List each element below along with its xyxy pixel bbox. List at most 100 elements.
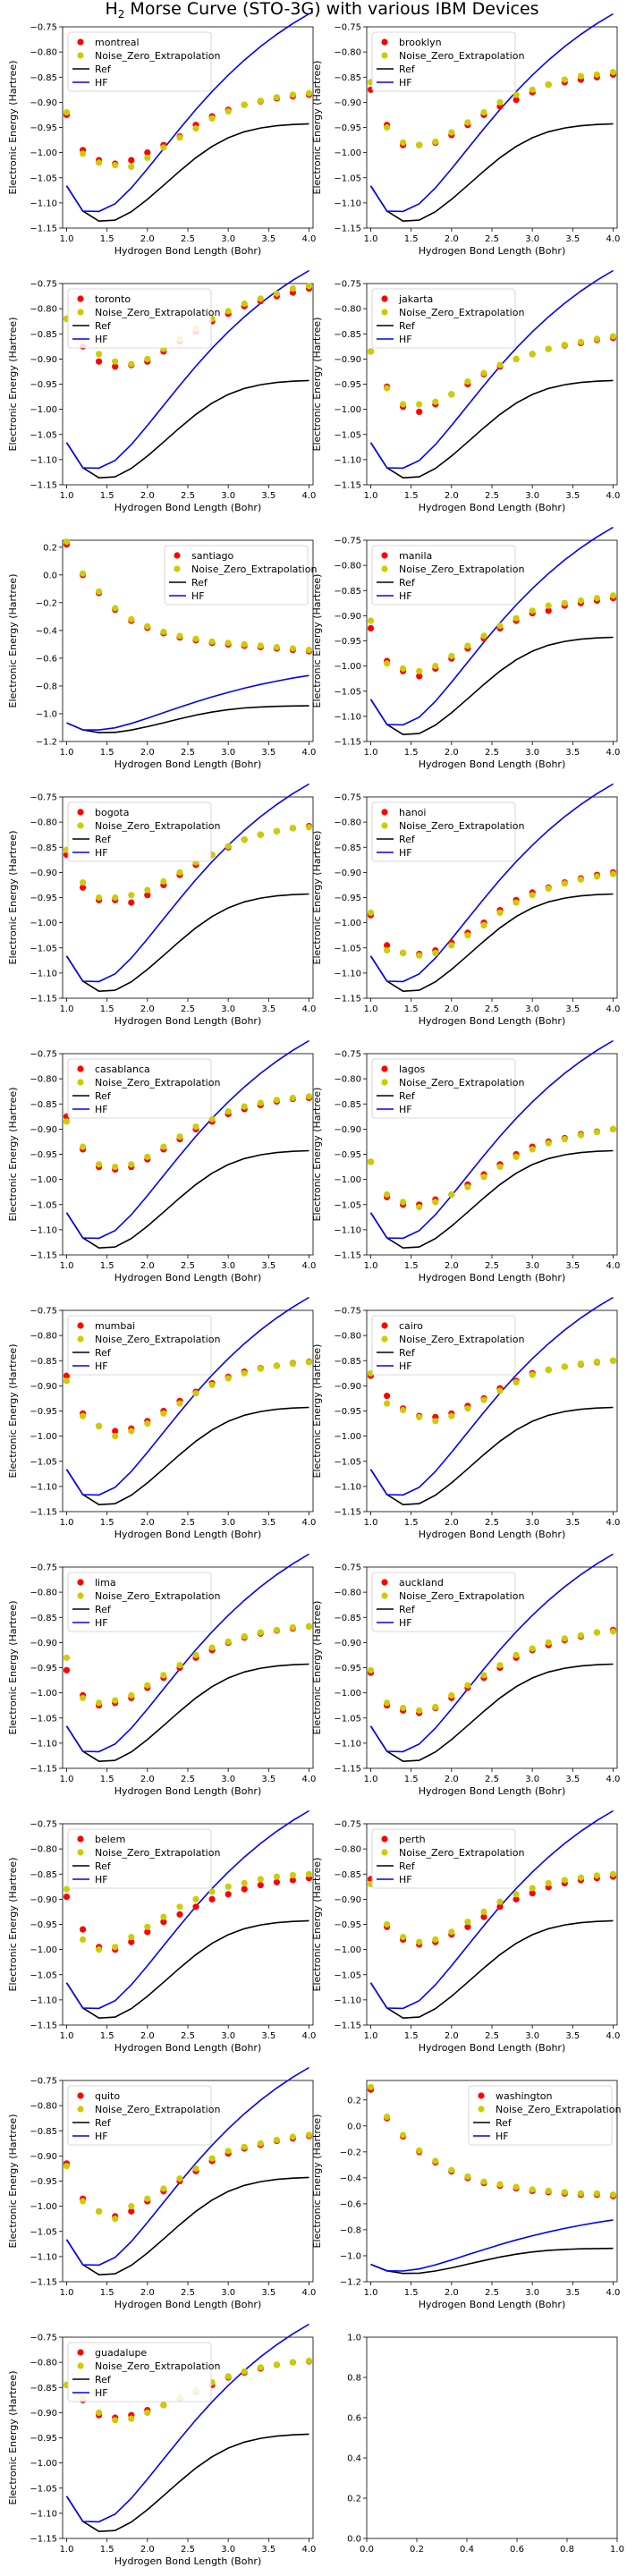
zne-point (225, 1375, 232, 1382)
y-axis-label: Electronic Energy (Hartree) (311, 318, 323, 452)
zne-point (241, 1633, 248, 1640)
device-point (80, 1926, 87, 1933)
subplot-toronto: 1.0 1.5 2.0 2.5 3.0 3.5 4.0 −1.15 −1.10 −1.05 −1.0… (7, 269, 316, 513)
zne-point (128, 2203, 135, 2210)
legend-marker (381, 38, 388, 46)
y-tick-label: 0.8 (347, 2374, 361, 2384)
x-tick-label: 3.5 (261, 748, 275, 758)
zne-point (128, 892, 135, 899)
zne-point (400, 1406, 407, 1413)
x-tick-label: 0.4 (460, 2545, 474, 2555)
zne-point (241, 300, 248, 308)
zne-point (561, 1635, 568, 1642)
y-tick-label: −0.95 (334, 1150, 361, 1160)
legend-label: Noise_Zero_Extrapolation (95, 307, 220, 318)
y-tick-label: −0.8 (340, 2225, 361, 2235)
y-tick-label: −0.85 (30, 2384, 57, 2394)
x-axis-label: Hydrogen Bond Length (Bohr) (114, 758, 262, 770)
zne-point (545, 2187, 552, 2194)
zne-point (241, 640, 248, 648)
y-axis-label: Electronic Energy (Hartree) (7, 1601, 19, 1735)
x-axis-label: Hydrogen Bond Length (Bohr) (114, 1529, 262, 1540)
subplot-montreal: 1.0 1.5 2.0 2.5 3.0 3.5 4.0 −1.15 −1.10 −1.05 −1.0… (7, 13, 316, 257)
y-tick-label: −0.75 (334, 1050, 361, 1060)
y-tick-label: −0.90 (334, 1895, 361, 1905)
x-tick-label: 0.0 (360, 2545, 374, 2555)
y-tick-label: −1.15 (334, 1765, 361, 1775)
subplot-belem: 1.0 1.5 2.0 2.5 3.0 3.5 4.0 −1.15 −1.10 −1.05 −1.0… (7, 1809, 316, 2054)
device-point (128, 1938, 135, 1945)
zne-point (416, 1204, 423, 1211)
legend-label: HF (399, 1360, 412, 1372)
y-tick-label: −0.90 (334, 355, 361, 365)
series-line-ref (370, 2247, 614, 2275)
y-tick-label: −0.75 (30, 793, 57, 803)
legend-box (67, 1058, 212, 1119)
y-axis-label: Electronic Energy (Hartree) (311, 2114, 323, 2249)
zne-point (63, 1118, 71, 1125)
device-point (241, 1885, 248, 1893)
zne-point (496, 1164, 504, 1171)
x-axis-label: Hydrogen Bond Length (Bohr) (114, 2299, 262, 2310)
y-tick-label: −0.80 (30, 305, 57, 315)
zne-point (192, 1390, 199, 1397)
y-tick-label: −1.00 (334, 405, 361, 415)
zne-point (384, 1191, 391, 1199)
x-tick-label: 1.0 (364, 1775, 378, 1784)
x-tick-label: 1.5 (100, 1518, 114, 1528)
x-tick-label: 2.0 (445, 2031, 459, 2041)
series-line-ref (369, 636, 614, 736)
x-tick-label: 2.0 (445, 1518, 459, 1528)
y-tick-label: −1.05 (30, 1970, 57, 1980)
zne-point (80, 2198, 87, 2205)
legend-label: HF (95, 1617, 108, 1629)
device-point (416, 673, 423, 680)
legend-marker (381, 552, 388, 559)
zne-point (448, 1691, 455, 1699)
zne-point (593, 873, 601, 880)
y-tick-label: −1.00 (30, 405, 57, 415)
zne-point (480, 632, 487, 640)
y-tick-label: −1.10 (334, 712, 361, 722)
zne-point (273, 94, 280, 101)
x-tick-label: 3.5 (261, 1261, 275, 1271)
x-tick-label: 2.5 (181, 1518, 195, 1528)
y-tick-label: −0.4 (36, 626, 57, 636)
zne-point (257, 1099, 264, 1106)
zne-point (400, 949, 407, 956)
x-tick-label: 4.0 (606, 1261, 621, 1271)
y-tick-label: −1.05 (30, 2484, 57, 2494)
zne-point (529, 1645, 536, 1652)
y-tick-label: −0.95 (334, 123, 361, 133)
zne-point (513, 1378, 520, 1385)
y-tick-label: −1.05 (334, 1200, 361, 1210)
x-tick-label: 3.0 (221, 234, 235, 244)
y-tick-label: −0.80 (334, 1075, 361, 1085)
zne-point (480, 1396, 487, 1403)
legend-box (67, 2085, 212, 2146)
y-axis-label: Electronic Energy (Hartree) (311, 831, 323, 965)
y-tick-label: −0.80 (334, 818, 361, 828)
legend-label: Ref (95, 2374, 112, 2385)
zne-point (96, 159, 103, 166)
legend-marker (77, 1579, 84, 1586)
x-tick-label: 1.5 (404, 1775, 419, 1784)
y-tick-label: −1.05 (334, 1457, 361, 1467)
y-tick-label: −0.90 (334, 98, 361, 108)
y-tick-label: −1.15 (334, 481, 361, 491)
zne-point (96, 2207, 103, 2215)
x-tick-label: 1.0 (60, 2288, 74, 2298)
zne-point (577, 597, 585, 605)
x-tick-label: 2.0 (140, 2031, 155, 2041)
zne-point (496, 361, 504, 369)
y-tick-label: −0.85 (334, 330, 361, 340)
x-tick-label: 3.0 (525, 234, 539, 244)
legend-label: Ref (399, 320, 416, 332)
legend-box (67, 1315, 212, 1376)
legend-label: belem (95, 1834, 125, 1845)
x-tick-label: 3.0 (221, 2031, 235, 2041)
x-tick-label: 2.0 (140, 1775, 155, 1784)
